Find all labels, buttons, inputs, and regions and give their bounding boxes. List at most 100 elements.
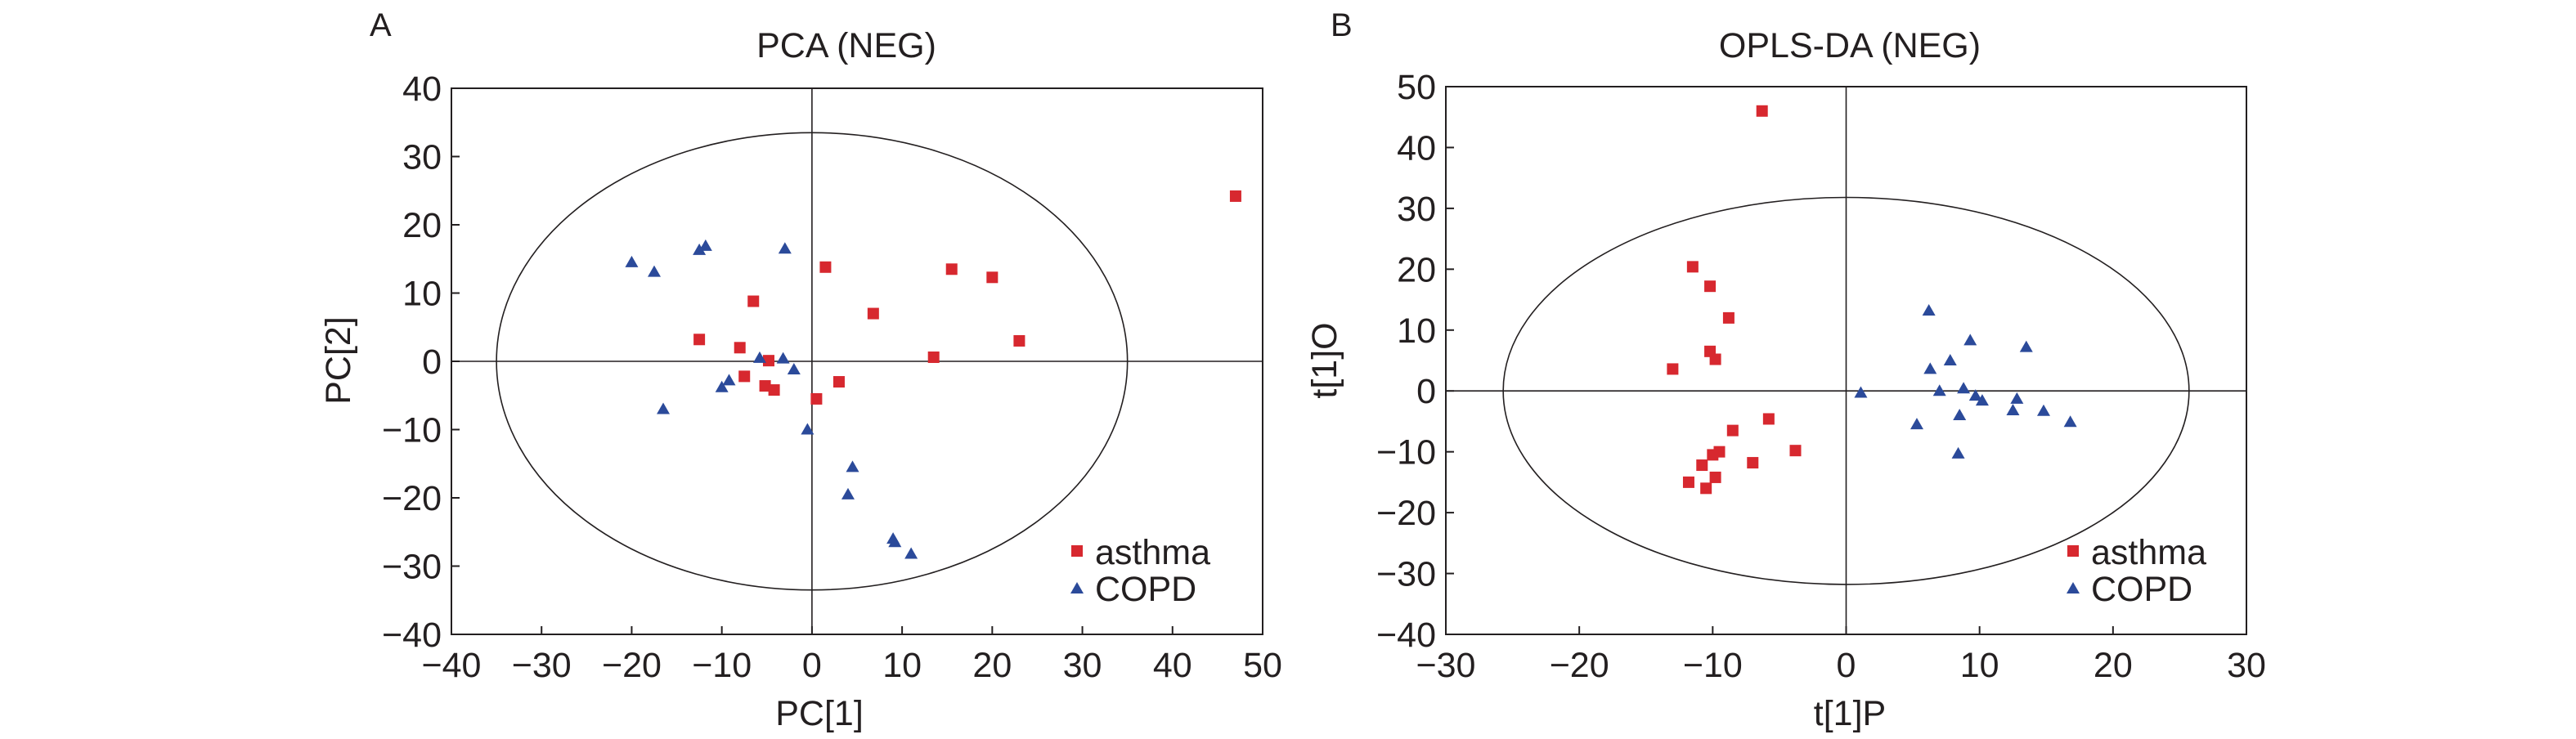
- opls-da-panel: B OPLS-DA (NEG) t[1]P t[1]O −30 −20 −10 0 10…: [1305, 7, 2266, 733]
- pca-legend-copd-label: COPD: [1095, 570, 1196, 609]
- opls-da-point-asthma: [1747, 457, 1759, 469]
- pca-point-copd: [698, 239, 712, 251]
- opls-da-y-tick-label: 30: [1397, 190, 1436, 229]
- opls-da-x-tick-label: −20: [1550, 646, 1609, 685]
- pca-point-copd: [904, 547, 918, 559]
- opls-da-y-tick-label: 10: [1397, 311, 1436, 351]
- pca-x-tick-label: −30: [512, 646, 572, 685]
- pca-x-label: PC[1]: [775, 694, 864, 733]
- pca-legend-asthma-label: asthma: [1095, 533, 1210, 572]
- pca-point-copd: [722, 374, 736, 386]
- opls-da-point-asthma: [1722, 311, 1735, 324]
- opls-da-point-copd: [1975, 394, 1989, 406]
- pca-y-tick-label: −30: [382, 548, 442, 587]
- pca-point-asthma: [762, 355, 774, 367]
- pca-x-tick-label: 50: [1243, 646, 1282, 685]
- opls-da-y-tick-label: 40: [1397, 128, 1436, 168]
- pca-point-copd: [801, 423, 815, 435]
- pca-point-asthma: [819, 261, 832, 273]
- opls-da-x-tick-label: −10: [1683, 646, 1743, 685]
- opls-da-point-asthma: [1709, 471, 1721, 483]
- pca-y-tick-label: −40: [382, 616, 442, 655]
- pca-point-asthma: [693, 334, 706, 346]
- opls-da-legend-asthma-marker: [2067, 545, 2079, 557]
- pca-y-label: PC[2]: [319, 316, 358, 405]
- opls-da-point-asthma: [1707, 449, 1719, 461]
- pca-y-tick-label: −10: [382, 411, 442, 450]
- opls-da-point-asthma: [1789, 445, 1802, 457]
- pca-point-asthma: [759, 380, 771, 392]
- pca-point-copd: [693, 243, 707, 255]
- pca-point-copd: [776, 352, 790, 364]
- pca-legend-asthma-marker: [1071, 545, 1083, 557]
- pca-point-asthma: [1013, 334, 1025, 347]
- pca-point-copd: [846, 460, 859, 473]
- pca-y-tick-label: 20: [402, 206, 442, 245]
- opls-da-point-copd: [1922, 303, 1936, 316]
- opls-da-x-tick-label: 30: [2227, 646, 2266, 685]
- opls-da-y-tick-label: 50: [1397, 68, 1436, 107]
- pca-x-tick-label: 20: [972, 646, 1012, 685]
- opls-da-point-copd: [2010, 392, 2024, 404]
- opls-da-title: OPLS-DA (NEG): [1719, 26, 1981, 65]
- opls-da-point-copd: [1923, 362, 1937, 374]
- opls-da-y-tick-label: 20: [1397, 250, 1436, 289]
- opls-da-legend: asthma COPD: [2067, 533, 2206, 609]
- opls-da-confidence-ellipse: [1502, 196, 2190, 585]
- pca-point-asthma: [945, 263, 958, 275]
- pca-x-tick-label: 40: [1153, 646, 1192, 685]
- opls-da-point-copd: [1910, 418, 1923, 430]
- pca-y-tick-label: −20: [382, 479, 442, 518]
- opls-da-y-tick-label: −10: [1376, 433, 1436, 473]
- panel-label-a: A: [370, 7, 392, 43]
- opls-da-x-tick-label: 10: [1960, 646, 1999, 685]
- opls-da-point-asthma: [1682, 476, 1694, 488]
- opls-da-point-asthma: [1726, 424, 1739, 437]
- pca-point-asthma: [867, 307, 879, 320]
- opls-da-legend-copd-label: COPD: [2091, 570, 2192, 609]
- pca-point-asthma: [986, 271, 999, 284]
- pca-x-tick-label: −10: [692, 646, 752, 685]
- opls-da-point-copd: [2036, 404, 2050, 416]
- pca-point-asthma: [927, 351, 940, 363]
- opls-da-point-asthma: [1709, 353, 1721, 365]
- pca-point-asthma: [810, 392, 823, 405]
- pca-point-copd: [625, 255, 639, 267]
- pca-point-copd: [648, 265, 661, 277]
- opls-da-point-copd: [1854, 386, 1868, 398]
- pca-y-tick-label: 10: [402, 275, 442, 314]
- opls-da-point-copd: [2019, 340, 2033, 352]
- pca-point-asthma: [1229, 190, 1241, 202]
- pca-point-copd: [841, 487, 855, 499]
- pca-y-tick-label: 30: [402, 138, 442, 177]
- pca-point-asthma: [747, 295, 760, 307]
- opls-da-y-label: t[1]O: [1305, 322, 1344, 398]
- pca-y-tick-label: 0: [422, 343, 442, 382]
- opls-da-y-tick-label: −30: [1376, 555, 1436, 594]
- pca-legend-copd-marker: [1070, 582, 1084, 593]
- opls-da-point-copd: [1968, 389, 1982, 401]
- opls-da-point-asthma: [1700, 482, 1712, 495]
- pca-x-tick-label: −40: [422, 646, 482, 685]
- pca-point-copd: [752, 351, 766, 363]
- opls-da-point-asthma: [1696, 459, 1708, 472]
- opls-da-point-copd: [2063, 415, 2077, 428]
- pca-point-asthma: [768, 384, 780, 396]
- pca-point-copd: [888, 535, 902, 548]
- pca-title: PCA (NEG): [756, 26, 936, 65]
- pca-legend: asthma COPD: [1070, 533, 1210, 609]
- pca-x-tick-label: −20: [602, 646, 662, 685]
- opls-da-point-copd: [1951, 446, 1965, 459]
- pca-point-copd: [787, 363, 801, 375]
- opls-da-point-copd: [1957, 382, 1971, 394]
- opls-da-y-tick-label: 0: [1416, 372, 1436, 411]
- opls-da-point-copd: [2006, 404, 2020, 416]
- pca-point-copd: [657, 402, 671, 414]
- pca-confidence-ellipse: [496, 132, 1129, 591]
- opls-da-point-asthma: [1686, 261, 1699, 273]
- pca-point-asthma: [738, 370, 751, 383]
- opls-da-y-tick-label: −20: [1376, 494, 1436, 533]
- pca-point-asthma: [832, 376, 845, 388]
- opls-da-point-copd: [1932, 384, 1946, 396]
